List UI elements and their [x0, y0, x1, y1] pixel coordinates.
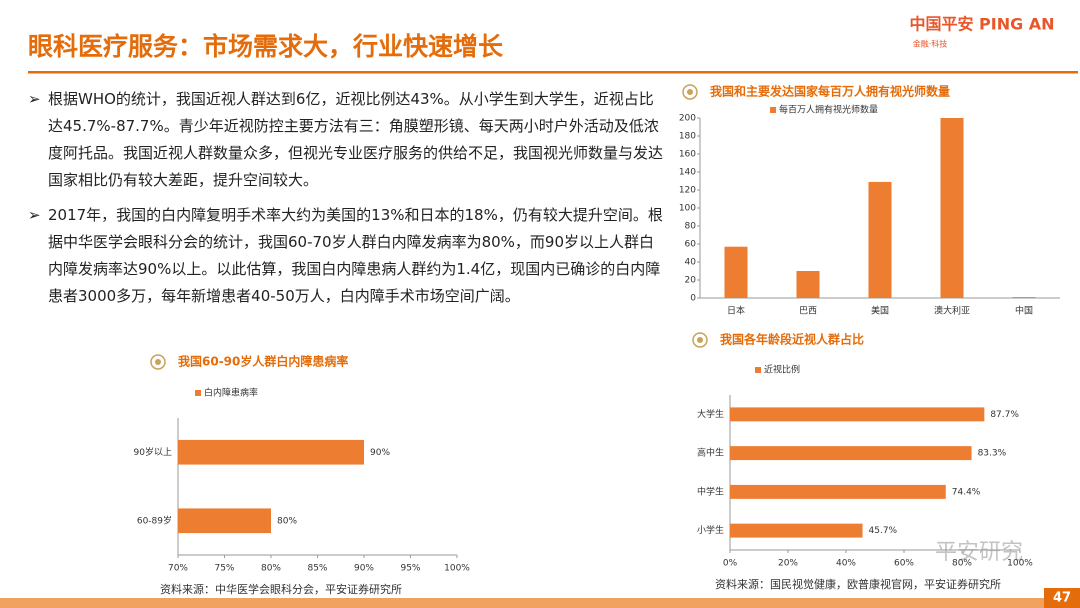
- bullets: 根据WHO的统计，我国近视人群达到6亿，近视比例达43%。从小学生到大学生，近视…: [28, 86, 668, 318]
- x-tick-label: 20%: [778, 559, 798, 569]
- title-icon: [687, 89, 693, 95]
- x-tick-label: 美国: [871, 305, 889, 317]
- logo-sub: 金融·科技: [913, 39, 948, 49]
- y-tick-label: 高中生: [697, 447, 724, 459]
- y-tick-label: 小学生: [697, 524, 724, 536]
- x-tick-label: 中国: [1015, 305, 1033, 317]
- y-tick-label: 80: [685, 222, 697, 232]
- y-tick-label: 100: [679, 204, 696, 214]
- bar: [730, 523, 863, 538]
- y-tick-label: 0: [690, 294, 696, 304]
- title-rule: [28, 71, 1078, 74]
- x-tick-label: 80%: [261, 564, 281, 574]
- legend-swatch: [195, 390, 201, 396]
- slide-title: 眼科医疗服务：市场需求大，行业快速增长: [28, 32, 504, 61]
- y-tick-label: 40: [685, 258, 697, 268]
- value-label: 87.7%: [990, 410, 1019, 420]
- chart-title: 我国和主要发达国家每百万人拥有视光师数量: [710, 84, 950, 99]
- bar: [796, 271, 820, 298]
- y-tick-label: 大学生: [697, 408, 724, 420]
- x-tick-label: 日本: [727, 305, 745, 317]
- bar: [1012, 297, 1036, 298]
- value-label: 83.3%: [978, 449, 1007, 459]
- x-tick-label: 澳大利亚: [934, 305, 970, 317]
- chart-title: 我国60-90岁人群白内障患病率: [178, 354, 348, 369]
- bullet: 2017年，我国的白内障复明手术率大约为美国的13%和日本的18%，仍有较大提升…: [28, 202, 668, 310]
- x-tick-label: 75%: [214, 564, 234, 574]
- title-icon: [150, 354, 166, 370]
- legend-label: 近视比例: [764, 364, 800, 376]
- y-tick-label: 120: [679, 186, 696, 196]
- watermark: 平安研究: [935, 540, 1023, 565]
- y-tick-label: 60-89岁: [137, 514, 172, 526]
- title-icon: [697, 337, 703, 343]
- x-tick-label: 40%: [836, 559, 856, 569]
- value-label: 90%: [370, 448, 390, 458]
- chart-title: 我国各年龄段近视人群占比: [720, 332, 864, 347]
- page-number-box: [1044, 588, 1080, 608]
- page-number: 47: [1053, 591, 1071, 606]
- bar: [178, 439, 364, 465]
- bar: [868, 181, 892, 298]
- y-tick-label: 140: [679, 168, 696, 178]
- value-label: 80%: [277, 516, 297, 526]
- legend-swatch: [770, 107, 776, 113]
- x-tick-label: 85%: [307, 564, 327, 574]
- source: 资料来源：中华医学会眼科分会，平安证券研究所: [160, 582, 402, 596]
- x-tick-label: 70%: [168, 564, 188, 574]
- bar: [730, 446, 972, 461]
- x-tick-label: 100%: [1007, 559, 1033, 569]
- x-tick-label: 巴西: [799, 306, 817, 317]
- y-tick-label: 160: [679, 150, 696, 160]
- title-icon: [682, 84, 698, 100]
- x-tick-label: 0%: [723, 559, 738, 569]
- legend-label: 每百万人拥有视光师数量: [779, 104, 878, 116]
- bar: [730, 407, 985, 422]
- bar: [730, 484, 946, 499]
- legend-label: 白内障患病率: [204, 387, 258, 399]
- x-tick-label: 80%: [952, 559, 972, 569]
- x-tick-label: 100%: [444, 564, 470, 574]
- y-tick-label: 60: [685, 240, 697, 250]
- source: 资料来源：国民视觉健康，欧普康视官网，平安证券研究所: [715, 577, 1001, 591]
- y-tick-label: 90岁以上: [134, 446, 172, 458]
- title-icon: [155, 359, 161, 365]
- bullet: 根据WHO的统计，我国近视人群达到6亿，近视比例达43%。从小学生到大学生，近视…: [28, 86, 668, 194]
- bar: [724, 246, 748, 298]
- logo: 中国平安 PING AN: [909, 15, 1054, 34]
- y-tick-label: 180: [679, 132, 696, 142]
- x-tick-label: 90%: [354, 564, 374, 574]
- bar: [940, 118, 964, 298]
- value-label: 45.7%: [869, 526, 898, 536]
- value-label: 74.4%: [952, 487, 981, 497]
- y-tick-label: 中学生: [697, 485, 724, 497]
- y-tick-label: 20: [685, 276, 697, 286]
- legend-swatch: [755, 367, 761, 373]
- y-tick-label: 200: [679, 114, 696, 124]
- x-tick-label: 95%: [400, 564, 420, 574]
- title-icon: [692, 332, 708, 348]
- x-tick-label: 60%: [894, 559, 914, 569]
- bar: [178, 508, 271, 534]
- footer-band: [0, 598, 1080, 608]
